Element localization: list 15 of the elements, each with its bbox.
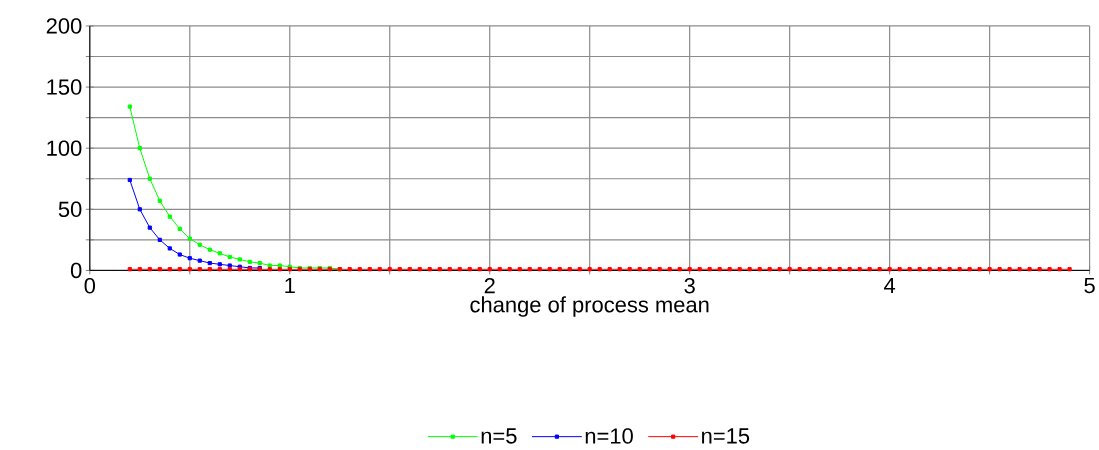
x-tick-label: 0 [84,277,96,294]
y-tick-label: 100 [47,140,82,156]
x-axis-title: change of process mean [470,296,709,317]
y-tick-label: 0 [70,262,82,279]
x-tick-label: 5 [1084,277,1095,294]
legend-label: n=5 [481,428,517,444]
x-tick-label: 2 [484,277,495,294]
y-tick-label: 50 [58,201,82,218]
legend-label: n=15 [702,428,750,444]
y-tick-label: 150 [47,79,82,95]
x-tick-label: 4 [884,277,896,294]
x-tick-label: 1 [285,277,295,294]
legend-label: n=10 [585,428,633,444]
x-tick-label: 3 [684,277,695,294]
y-tick-label: 200 [46,18,82,34]
